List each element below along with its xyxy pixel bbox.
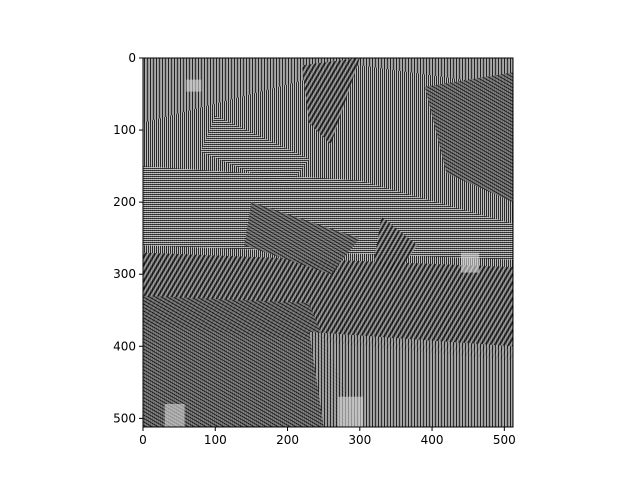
image-texture-region	[143, 58, 513, 123]
plot-frame	[142, 57, 514, 428]
image-light-patch	[186, 79, 202, 92]
y-axis: 0 100 200 300 400 500	[113, 51, 143, 425]
x-tick-label: 200	[276, 433, 299, 447]
texture-layer	[143, 58, 513, 427]
y-tick-label: 0	[128, 51, 136, 65]
heatmap-image	[143, 58, 513, 427]
image-light-patch	[338, 396, 364, 427]
image-light-patch	[460, 252, 479, 273]
y-tick-label: 300	[113, 267, 136, 281]
image-texture-region	[424, 72, 513, 203]
y-tick-label: 200	[113, 195, 136, 209]
image-texture-region	[374, 216, 418, 275]
image-texture-region	[302, 58, 360, 145]
y-tick-label: 400	[113, 339, 136, 353]
x-axis: 0 100 200 300 400 500	[139, 427, 516, 447]
image-texture-region	[244, 202, 360, 275]
y-tick-label: 500	[113, 411, 136, 425]
image-light-patch	[164, 403, 185, 427]
x-tick-label: 300	[348, 433, 371, 447]
x-tick-label: 500	[493, 433, 516, 447]
x-tick-label: 100	[204, 433, 227, 447]
x-tick-label: 0	[139, 433, 147, 447]
x-tick-label: 400	[421, 433, 444, 447]
y-tick-label: 100	[113, 123, 136, 137]
image-texture-region	[143, 295, 360, 427]
image-texture-region	[200, 115, 310, 188]
image-texture-region	[143, 166, 513, 260]
